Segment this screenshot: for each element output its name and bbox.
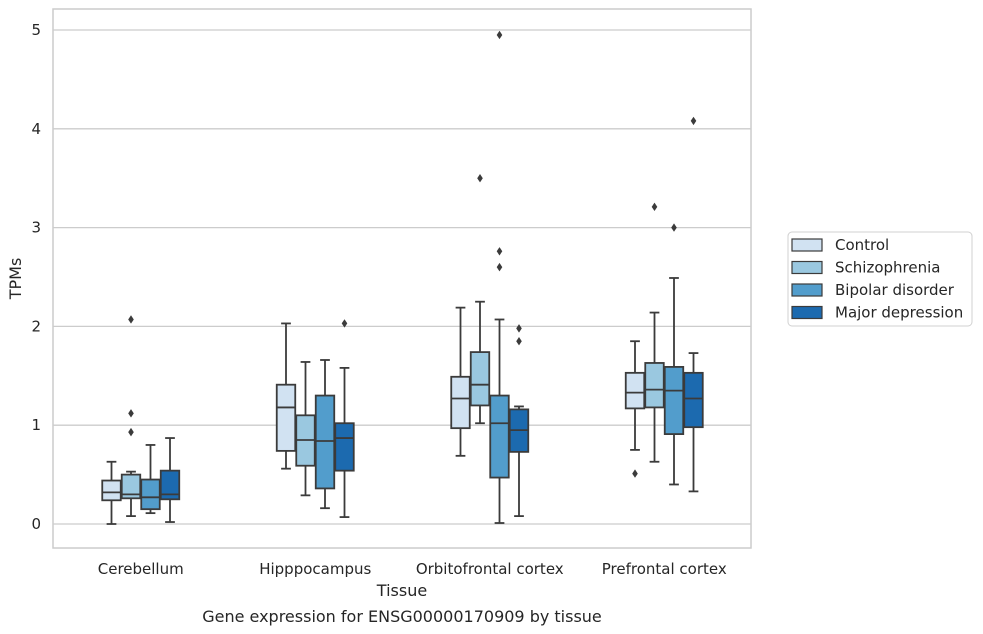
outlier-point <box>651 202 658 212</box>
iqr-box <box>140 478 161 511</box>
box-group <box>140 444 161 515</box>
outlier-point <box>690 116 697 126</box>
outlier-point <box>516 324 522 333</box>
figure-caption: Gene expression for ENSG00000170909 by t… <box>202 607 602 626</box>
iqr-box <box>120 473 142 500</box>
box-layer <box>101 30 704 525</box>
plot-frame <box>52 8 752 549</box>
iqr-box <box>159 469 181 501</box>
outlier-point <box>496 30 503 40</box>
iqr-box <box>334 422 355 472</box>
iqr-box <box>663 366 685 435</box>
outlier-point <box>477 174 483 183</box>
box-group <box>489 30 510 524</box>
y-tick-label: 3 <box>31 219 41 237</box>
legend-swatch <box>791 283 823 297</box>
legend: Control Schizophrenia Bipolar disorder Majo… <box>787 231 973 327</box>
outlier-point <box>128 315 134 324</box>
legend-label: Major depression <box>835 304 963 322</box>
iqr-box <box>314 394 336 490</box>
iqr-box <box>624 371 646 410</box>
iqr-box <box>101 479 122 502</box>
grid-layer <box>53 29 751 525</box>
outlier-point <box>671 223 677 232</box>
x-tick-label: Orbitofrontal cortex <box>416 560 564 578</box>
outlier-point <box>496 247 503 256</box>
iqr-box <box>489 394 510 479</box>
outlier-point <box>341 319 348 328</box>
y-tick-label: 2 <box>31 317 41 335</box>
legend-label: Control <box>835 236 889 254</box>
outlier-point <box>632 469 638 478</box>
legend-swatch <box>791 238 823 252</box>
legend-swatch <box>791 260 823 275</box>
legend-swatch <box>791 305 823 320</box>
legend-label: Bipolar disorder <box>835 281 955 299</box>
box-group <box>314 359 336 510</box>
tick-layer: 0 1 2 3 4 5 Cerebellum Hipppocampus Orbitofronta… <box>31 21 726 578</box>
y-tick-label: 1 <box>31 416 41 434</box>
legend-label: Schizophrenia <box>835 259 940 277</box>
x-tick-label: Hipppocampus <box>259 560 371 578</box>
x-axis-title: Tissue <box>376 581 427 600</box>
box-group <box>683 116 704 493</box>
outlier-point <box>516 337 522 346</box>
box-group <box>469 174 491 425</box>
outlier-point <box>128 409 134 418</box>
box-group <box>101 460 122 525</box>
box-group <box>663 223 685 486</box>
y-tick-label: 4 <box>31 120 41 138</box>
iqr-box <box>450 375 471 430</box>
legend-frame <box>787 231 973 327</box>
y-axis-title: TPMs <box>6 258 25 301</box>
box-group <box>295 361 316 497</box>
outlier-point <box>128 427 134 437</box>
box-group <box>624 340 646 478</box>
box-group <box>450 306 471 457</box>
box-group <box>334 319 355 518</box>
box-group <box>275 322 297 470</box>
y-tick-label: 0 <box>31 515 41 533</box>
iqr-box <box>683 371 704 429</box>
box-group <box>159 437 181 523</box>
iqr-box <box>644 362 665 409</box>
x-tick-label: Cerebellum <box>98 560 184 578</box>
iqr-box <box>469 351 491 407</box>
iqr-box <box>275 383 297 452</box>
box-group <box>644 202 665 463</box>
x-tick-label: Prefrontal cortex <box>602 560 727 578</box>
box-group <box>508 324 530 517</box>
box-group <box>120 315 142 517</box>
y-tick-label: 5 <box>31 21 41 39</box>
outlier-point <box>496 262 503 272</box>
